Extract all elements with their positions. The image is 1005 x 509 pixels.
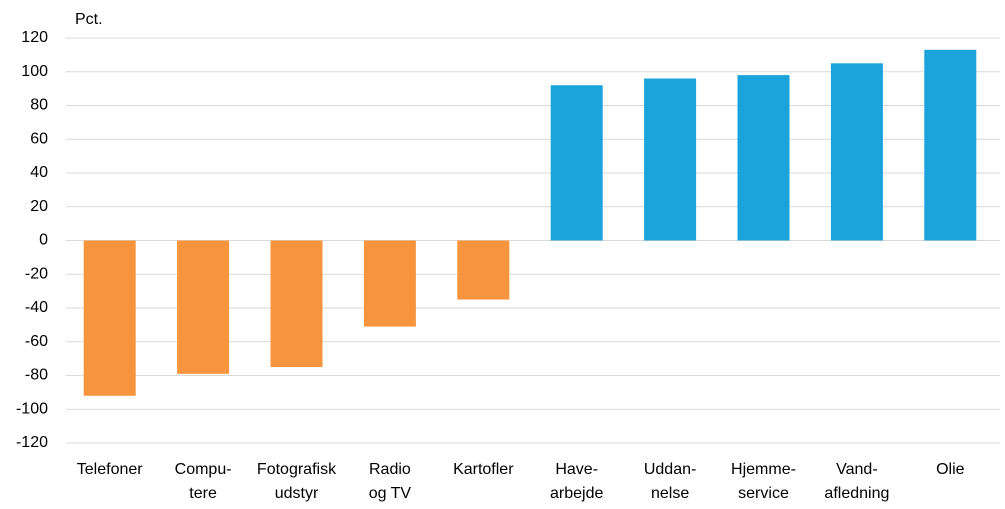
y-tick-label: -20 bbox=[25, 265, 48, 282]
bar bbox=[363, 240, 416, 327]
y-tick-label: 100 bbox=[21, 63, 48, 80]
x-tick-label: Kartofler bbox=[453, 461, 514, 478]
x-tick-label: Vand-afledning bbox=[824, 461, 889, 502]
bar bbox=[644, 78, 697, 241]
x-tick-label: Telefoner bbox=[77, 461, 143, 478]
y-tick-label: 40 bbox=[30, 164, 48, 181]
bar bbox=[737, 75, 790, 241]
x-tick-label: Radio og TV bbox=[369, 461, 412, 502]
y-tick-label: -80 bbox=[25, 367, 48, 384]
x-tick-label: Uddan-nelse bbox=[644, 461, 696, 502]
x-tick-label: Hjemme-service bbox=[731, 461, 796, 502]
x-tick-label: Compu-tere bbox=[175, 461, 232, 502]
y-tick-label: -60 bbox=[25, 333, 48, 350]
x-tick-label: Olie bbox=[936, 461, 965, 478]
bar bbox=[177, 240, 230, 374]
y-tick-label: 80 bbox=[30, 97, 48, 114]
x-tick-label: Have-arbejde bbox=[550, 461, 603, 502]
bar bbox=[83, 240, 136, 396]
y-tick-label: 0 bbox=[39, 232, 48, 249]
y-tick-label: 60 bbox=[30, 130, 48, 147]
y-tick-label: -100 bbox=[16, 400, 48, 417]
bar bbox=[924, 49, 977, 241]
bar bbox=[550, 85, 603, 241]
bar bbox=[457, 240, 510, 300]
y-tick-label: 20 bbox=[30, 198, 48, 215]
x-tick-label: Fotografisk udstyr bbox=[257, 461, 337, 502]
y-tick-label: -40 bbox=[25, 299, 48, 316]
bar bbox=[830, 63, 883, 241]
y-tick-label: -120 bbox=[16, 434, 48, 451]
y-tick-label: 120 bbox=[21, 29, 48, 46]
y-axis-label: Pct. bbox=[75, 11, 103, 28]
bar bbox=[270, 240, 323, 368]
